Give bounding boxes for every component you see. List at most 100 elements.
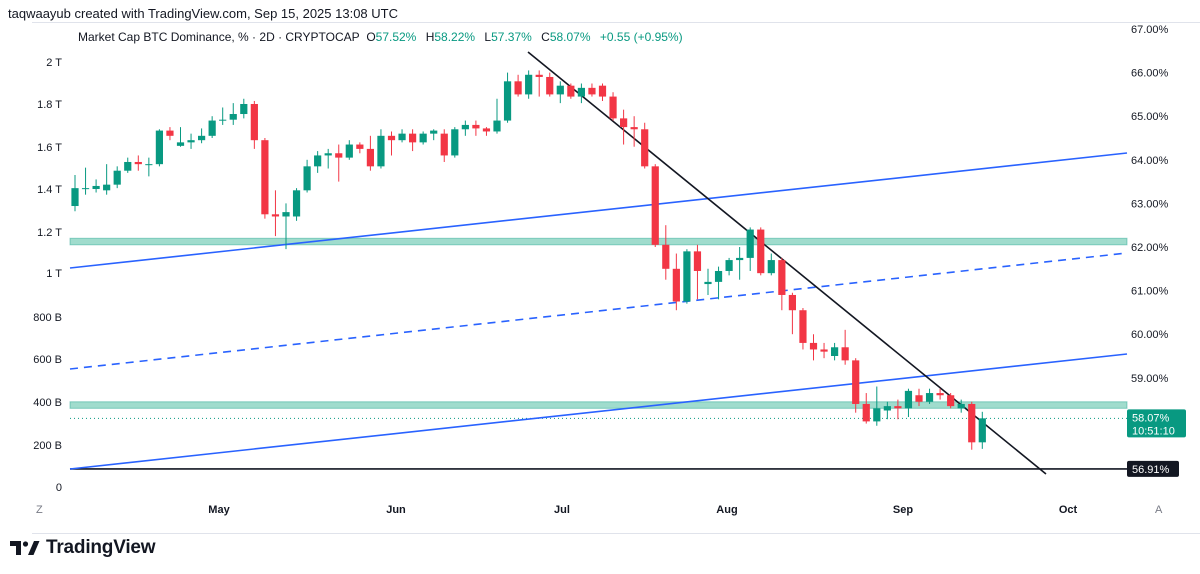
candle-body bbox=[240, 103, 248, 115]
left-axis-tick: 400 B bbox=[33, 397, 62, 409]
candle bbox=[155, 129, 163, 167]
candle-body bbox=[155, 130, 163, 165]
candle bbox=[409, 129, 417, 152]
candle-body bbox=[261, 140, 269, 215]
candle bbox=[514, 74, 522, 97]
candle-body bbox=[81, 188, 90, 190]
candle bbox=[556, 81, 564, 104]
zone-1 bbox=[69, 237, 1128, 246]
candle-body bbox=[482, 128, 491, 132]
candle bbox=[894, 399, 902, 420]
candle bbox=[493, 98, 501, 134]
candle-body bbox=[377, 135, 385, 167]
candle-body bbox=[451, 129, 459, 156]
candle bbox=[419, 131, 427, 145]
candle bbox=[366, 135, 374, 171]
legend-change-value: +0.55 (+0.95%) bbox=[599, 30, 683, 44]
right-price-axis[interactable]: 67.00% 66.00% 65.00% 64.00% 63.00% 62.00% 61.0… bbox=[1131, 24, 1169, 385]
zoom-z-button[interactable]: Z bbox=[36, 504, 43, 516]
candle bbox=[609, 92, 617, 121]
candle-body bbox=[345, 144, 353, 158]
candle bbox=[831, 342, 839, 361]
candle bbox=[145, 157, 153, 177]
level-badge-bg bbox=[1127, 460, 1179, 477]
candle-body bbox=[862, 403, 870, 422]
candle bbox=[198, 128, 206, 144]
candle-body bbox=[968, 403, 976, 443]
candle-body bbox=[103, 184, 111, 191]
auto-scale-button[interactable]: A bbox=[1155, 504, 1163, 516]
candle bbox=[356, 142, 364, 154]
candle bbox=[947, 393, 955, 409]
candle bbox=[250, 100, 258, 149]
candle bbox=[567, 83, 575, 99]
candle bbox=[852, 358, 860, 413]
left-axis-tick: 200 B bbox=[33, 440, 62, 452]
candle bbox=[714, 266, 723, 300]
candle-body bbox=[314, 155, 322, 167]
candle-body bbox=[746, 229, 754, 258]
legend-high-value: 58.22% bbox=[434, 30, 476, 44]
legend-close-value: 58.07% bbox=[549, 30, 591, 44]
candles bbox=[71, 70, 986, 450]
candle-body bbox=[598, 85, 607, 97]
candle-body bbox=[609, 96, 617, 119]
candle-body bbox=[493, 120, 501, 132]
candle-body bbox=[176, 142, 185, 146]
candle-body bbox=[134, 161, 142, 165]
candle-body bbox=[198, 135, 206, 141]
legend-symbol[interactable]: Market Cap BTC Dominance, % · 2D · CRYPT… bbox=[78, 30, 360, 44]
current-price-badge-bg bbox=[1127, 409, 1186, 438]
right-axis-tick: 61.00% bbox=[1131, 286, 1169, 298]
left-axis-tick: 0 bbox=[56, 482, 62, 494]
candle-body bbox=[503, 81, 512, 121]
candle bbox=[377, 129, 385, 169]
left-axis-tick: 1.4 T bbox=[37, 184, 62, 196]
candle bbox=[335, 144, 343, 182]
candle-body bbox=[957, 403, 965, 409]
candle-body bbox=[662, 244, 670, 269]
right-axis-tick: 67.00% bbox=[1131, 24, 1169, 36]
candle-body bbox=[546, 76, 554, 95]
time-axis-tick: Jul bbox=[554, 504, 570, 516]
candle-body bbox=[324, 153, 332, 156]
candle-body bbox=[219, 119, 227, 121]
candle-body bbox=[852, 360, 860, 404]
candle-body bbox=[303, 166, 311, 191]
candle-body bbox=[387, 135, 396, 141]
left-axis-tick: 1.8 T bbox=[37, 99, 62, 111]
upper-channel-line bbox=[69, 152, 1128, 269]
candle bbox=[292, 188, 301, 221]
legend-high-label: H bbox=[425, 30, 435, 44]
candle bbox=[651, 164, 659, 247]
candle bbox=[841, 329, 849, 365]
candle bbox=[757, 227, 765, 276]
candle bbox=[630, 116, 638, 147]
candle bbox=[503, 72, 512, 123]
left-market-cap-axis: 2 T 1.8 T 1.6 T 1.4 T 1.2 T 1 T 800 B 600 B 400 … bbox=[33, 57, 62, 494]
time-axis[interactable]: May Jun Jul Aug Sep Oct bbox=[208, 504, 1077, 516]
candle bbox=[430, 129, 438, 141]
candle-body bbox=[145, 164, 153, 166]
left-axis-tick: 2 T bbox=[46, 57, 62, 69]
candle-body bbox=[166, 130, 174, 136]
legend-open-label: O bbox=[366, 30, 376, 44]
right-axis-tick: 59.00% bbox=[1131, 373, 1169, 385]
candle bbox=[176, 127, 185, 147]
candle bbox=[915, 388, 923, 407]
candle-body bbox=[641, 129, 649, 167]
price-badges: 58.07%10:51:10 56.91% bbox=[1127, 409, 1186, 477]
candle bbox=[725, 257, 733, 276]
candle-body bbox=[841, 347, 849, 361]
candle-body bbox=[936, 393, 944, 396]
candle bbox=[820, 342, 828, 359]
candle bbox=[767, 253, 775, 276]
candle bbox=[482, 127, 491, 136]
right-axis-tick: 60.00% bbox=[1131, 329, 1169, 341]
candle bbox=[736, 247, 744, 280]
candle bbox=[451, 127, 459, 158]
chart-legend: Market Cap BTC Dominance, % · 2D · CRYPT… bbox=[78, 30, 689, 44]
chart-frame[interactable] bbox=[32, 22, 1200, 534]
candle bbox=[978, 411, 986, 449]
